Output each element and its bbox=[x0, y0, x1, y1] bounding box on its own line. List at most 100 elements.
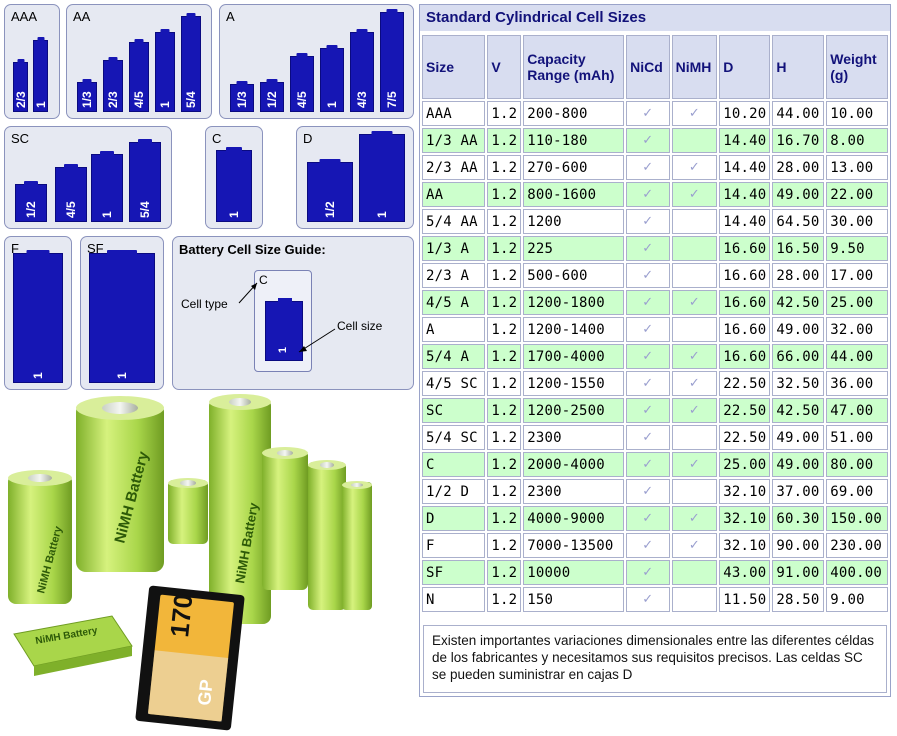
nicd-cell: ✓ bbox=[626, 479, 670, 504]
size-cell: C bbox=[422, 452, 486, 477]
table-footnote: Existen importantes variaciones dimensio… bbox=[423, 625, 887, 693]
cell-size-label: 2/3 bbox=[13, 91, 28, 108]
cell-size-label: 7/5 bbox=[385, 91, 399, 108]
guide-title: Battery Cell Size Guide: bbox=[179, 242, 326, 257]
capacity-cell: 2300 bbox=[523, 479, 625, 504]
weight-cell: 8.00 bbox=[826, 128, 888, 153]
voltage-cell: 1.2 bbox=[487, 182, 522, 207]
cell-a-4: 4/3 bbox=[350, 29, 374, 112]
cell-size-label: 1 bbox=[115, 372, 129, 379]
voltage-cell: 1.2 bbox=[487, 101, 522, 126]
guide-example-type: C bbox=[259, 273, 268, 287]
aaa-size-panel: AAA 2/3 1 bbox=[4, 4, 60, 119]
header-diameter: D bbox=[719, 35, 771, 99]
diameter-cell: 32.10 bbox=[719, 506, 771, 531]
capacity-cell: 1200-1400 bbox=[523, 317, 625, 342]
table-row: 1/3 A 1.2 225 ✓ 16.60 16.50 9.50 bbox=[422, 236, 888, 261]
diameter-cell: 14.40 bbox=[719, 155, 771, 180]
height-cell: 32.50 bbox=[772, 371, 825, 396]
weight-cell: 400.00 bbox=[826, 560, 888, 585]
panel-title: AA bbox=[73, 9, 91, 24]
height-cell: 49.00 bbox=[772, 452, 825, 477]
cell-size-label: 1 bbox=[100, 211, 114, 218]
diameter-cell: 25.00 bbox=[719, 452, 771, 477]
voltage-cell: 1.2 bbox=[487, 290, 522, 315]
cell-d-1: 1 bbox=[359, 131, 405, 222]
diameter-cell: 22.50 bbox=[719, 398, 771, 423]
panel-title: SF bbox=[87, 241, 104, 256]
cell-aaa-0: 2/3 bbox=[13, 59, 28, 112]
table-row: 5/4 AA 1.2 1200 ✓ 14.40 64.50 30.00 bbox=[422, 209, 888, 234]
height-cell: 42.50 bbox=[772, 398, 825, 423]
size-cell: F bbox=[422, 533, 486, 558]
height-cell: 42.50 bbox=[772, 290, 825, 315]
table-row: 5/4 A 1.2 1700-4000 ✓ ✓ 16.60 66.00 44.00 bbox=[422, 344, 888, 369]
height-cell: 64.50 bbox=[772, 209, 825, 234]
nicd-cell: ✓ bbox=[626, 344, 670, 369]
battery-cell-aaa bbox=[342, 481, 372, 610]
height-cell: 49.00 bbox=[772, 182, 825, 207]
weight-cell: 80.00 bbox=[826, 452, 888, 477]
diameter-cell: 14.40 bbox=[719, 182, 771, 207]
panel-title: F bbox=[11, 241, 19, 256]
capacity-cell: 10000 bbox=[523, 560, 625, 585]
cell-sf-0: 1 bbox=[89, 250, 155, 383]
voltage-cell: 1.2 bbox=[487, 452, 522, 477]
capacity-cell: 2000-4000 bbox=[523, 452, 625, 477]
nimh-cell bbox=[671, 587, 718, 612]
battery-cell-small bbox=[168, 478, 208, 544]
a-size-panel: A 1/3 1/2 4/5 1 4/3 7/5 bbox=[219, 4, 414, 119]
c-size-panel: C 1 bbox=[205, 126, 263, 229]
height-cell: 90.00 bbox=[772, 533, 825, 558]
nimh-cell bbox=[671, 236, 718, 261]
nicd-cell: ✓ bbox=[626, 533, 670, 558]
capacity-cell: 225 bbox=[523, 236, 625, 261]
weight-cell: 230.00 bbox=[826, 533, 888, 558]
capacity-cell: 1200-2500 bbox=[523, 398, 625, 423]
diameter-cell: 32.10 bbox=[719, 533, 771, 558]
nimh-cell bbox=[671, 209, 718, 234]
nimh-cell: ✓ bbox=[671, 182, 718, 207]
voltage-cell: 1.2 bbox=[487, 398, 522, 423]
nicd-cell: ✓ bbox=[626, 182, 670, 207]
cell-sc-3: 5/4 bbox=[129, 139, 161, 222]
cell-size-label: 5/4 bbox=[184, 91, 198, 108]
weight-cell: 44.00 bbox=[826, 344, 888, 369]
cell-size-guide-panel: Battery Cell Size Guide: C 1 Cell type C… bbox=[172, 236, 414, 390]
capacity-cell: 1200-1800 bbox=[523, 290, 625, 315]
cell-aa-2: 4/5 bbox=[129, 39, 149, 112]
nicd-cell: ✓ bbox=[626, 506, 670, 531]
table-row: 2/3 AA 1.2 270-600 ✓ ✓ 14.40 28.00 13.00 bbox=[422, 155, 888, 180]
cell-size-label: 4/3 bbox=[355, 91, 369, 108]
diameter-cell: 14.40 bbox=[719, 209, 771, 234]
panel-title: D bbox=[303, 131, 313, 146]
size-cell: AA bbox=[422, 182, 486, 207]
cell-size-label: 2/3 bbox=[106, 91, 120, 108]
guide-example-cell: 1 bbox=[265, 298, 303, 361]
cell-sizes-table: Size V Capacity Range (mAh) NiCd NiMH D … bbox=[420, 33, 890, 614]
capacity-cell: 270-600 bbox=[523, 155, 625, 180]
nimh-cell: ✓ bbox=[671, 398, 718, 423]
cell-size-label: Cell size bbox=[337, 319, 383, 333]
voltage-cell: 1.2 bbox=[487, 317, 522, 342]
height-cell: 49.00 bbox=[772, 425, 825, 450]
size-cell: 2/3 AA bbox=[422, 155, 486, 180]
diameter-cell: 16.60 bbox=[719, 344, 771, 369]
cell-size-label: 1 bbox=[31, 372, 45, 379]
weight-cell: 9.00 bbox=[826, 587, 888, 612]
cell-sc-0: 1/2 bbox=[15, 181, 47, 222]
battery-cell-f bbox=[209, 394, 271, 624]
table-row: 4/5 A 1.2 1200-1800 ✓ ✓ 16.60 42.50 25.00 bbox=[422, 290, 888, 315]
guide-example-size: 1 bbox=[277, 346, 290, 354]
nine-volt-value: 170 bbox=[164, 592, 198, 638]
voltage-cell: 1.2 bbox=[487, 506, 522, 531]
voltage-cell: 1.2 bbox=[487, 479, 522, 504]
weight-cell: 30.00 bbox=[826, 209, 888, 234]
cell-a-2: 4/5 bbox=[290, 53, 314, 112]
cell-c-0: 1 bbox=[216, 147, 252, 222]
cell-aa-0: 1/3 bbox=[77, 79, 97, 112]
nicd-cell: ✓ bbox=[626, 371, 670, 396]
nimh-cell bbox=[671, 560, 718, 585]
diameter-cell: 22.50 bbox=[719, 425, 771, 450]
cell-f-0: 1 bbox=[13, 250, 63, 383]
